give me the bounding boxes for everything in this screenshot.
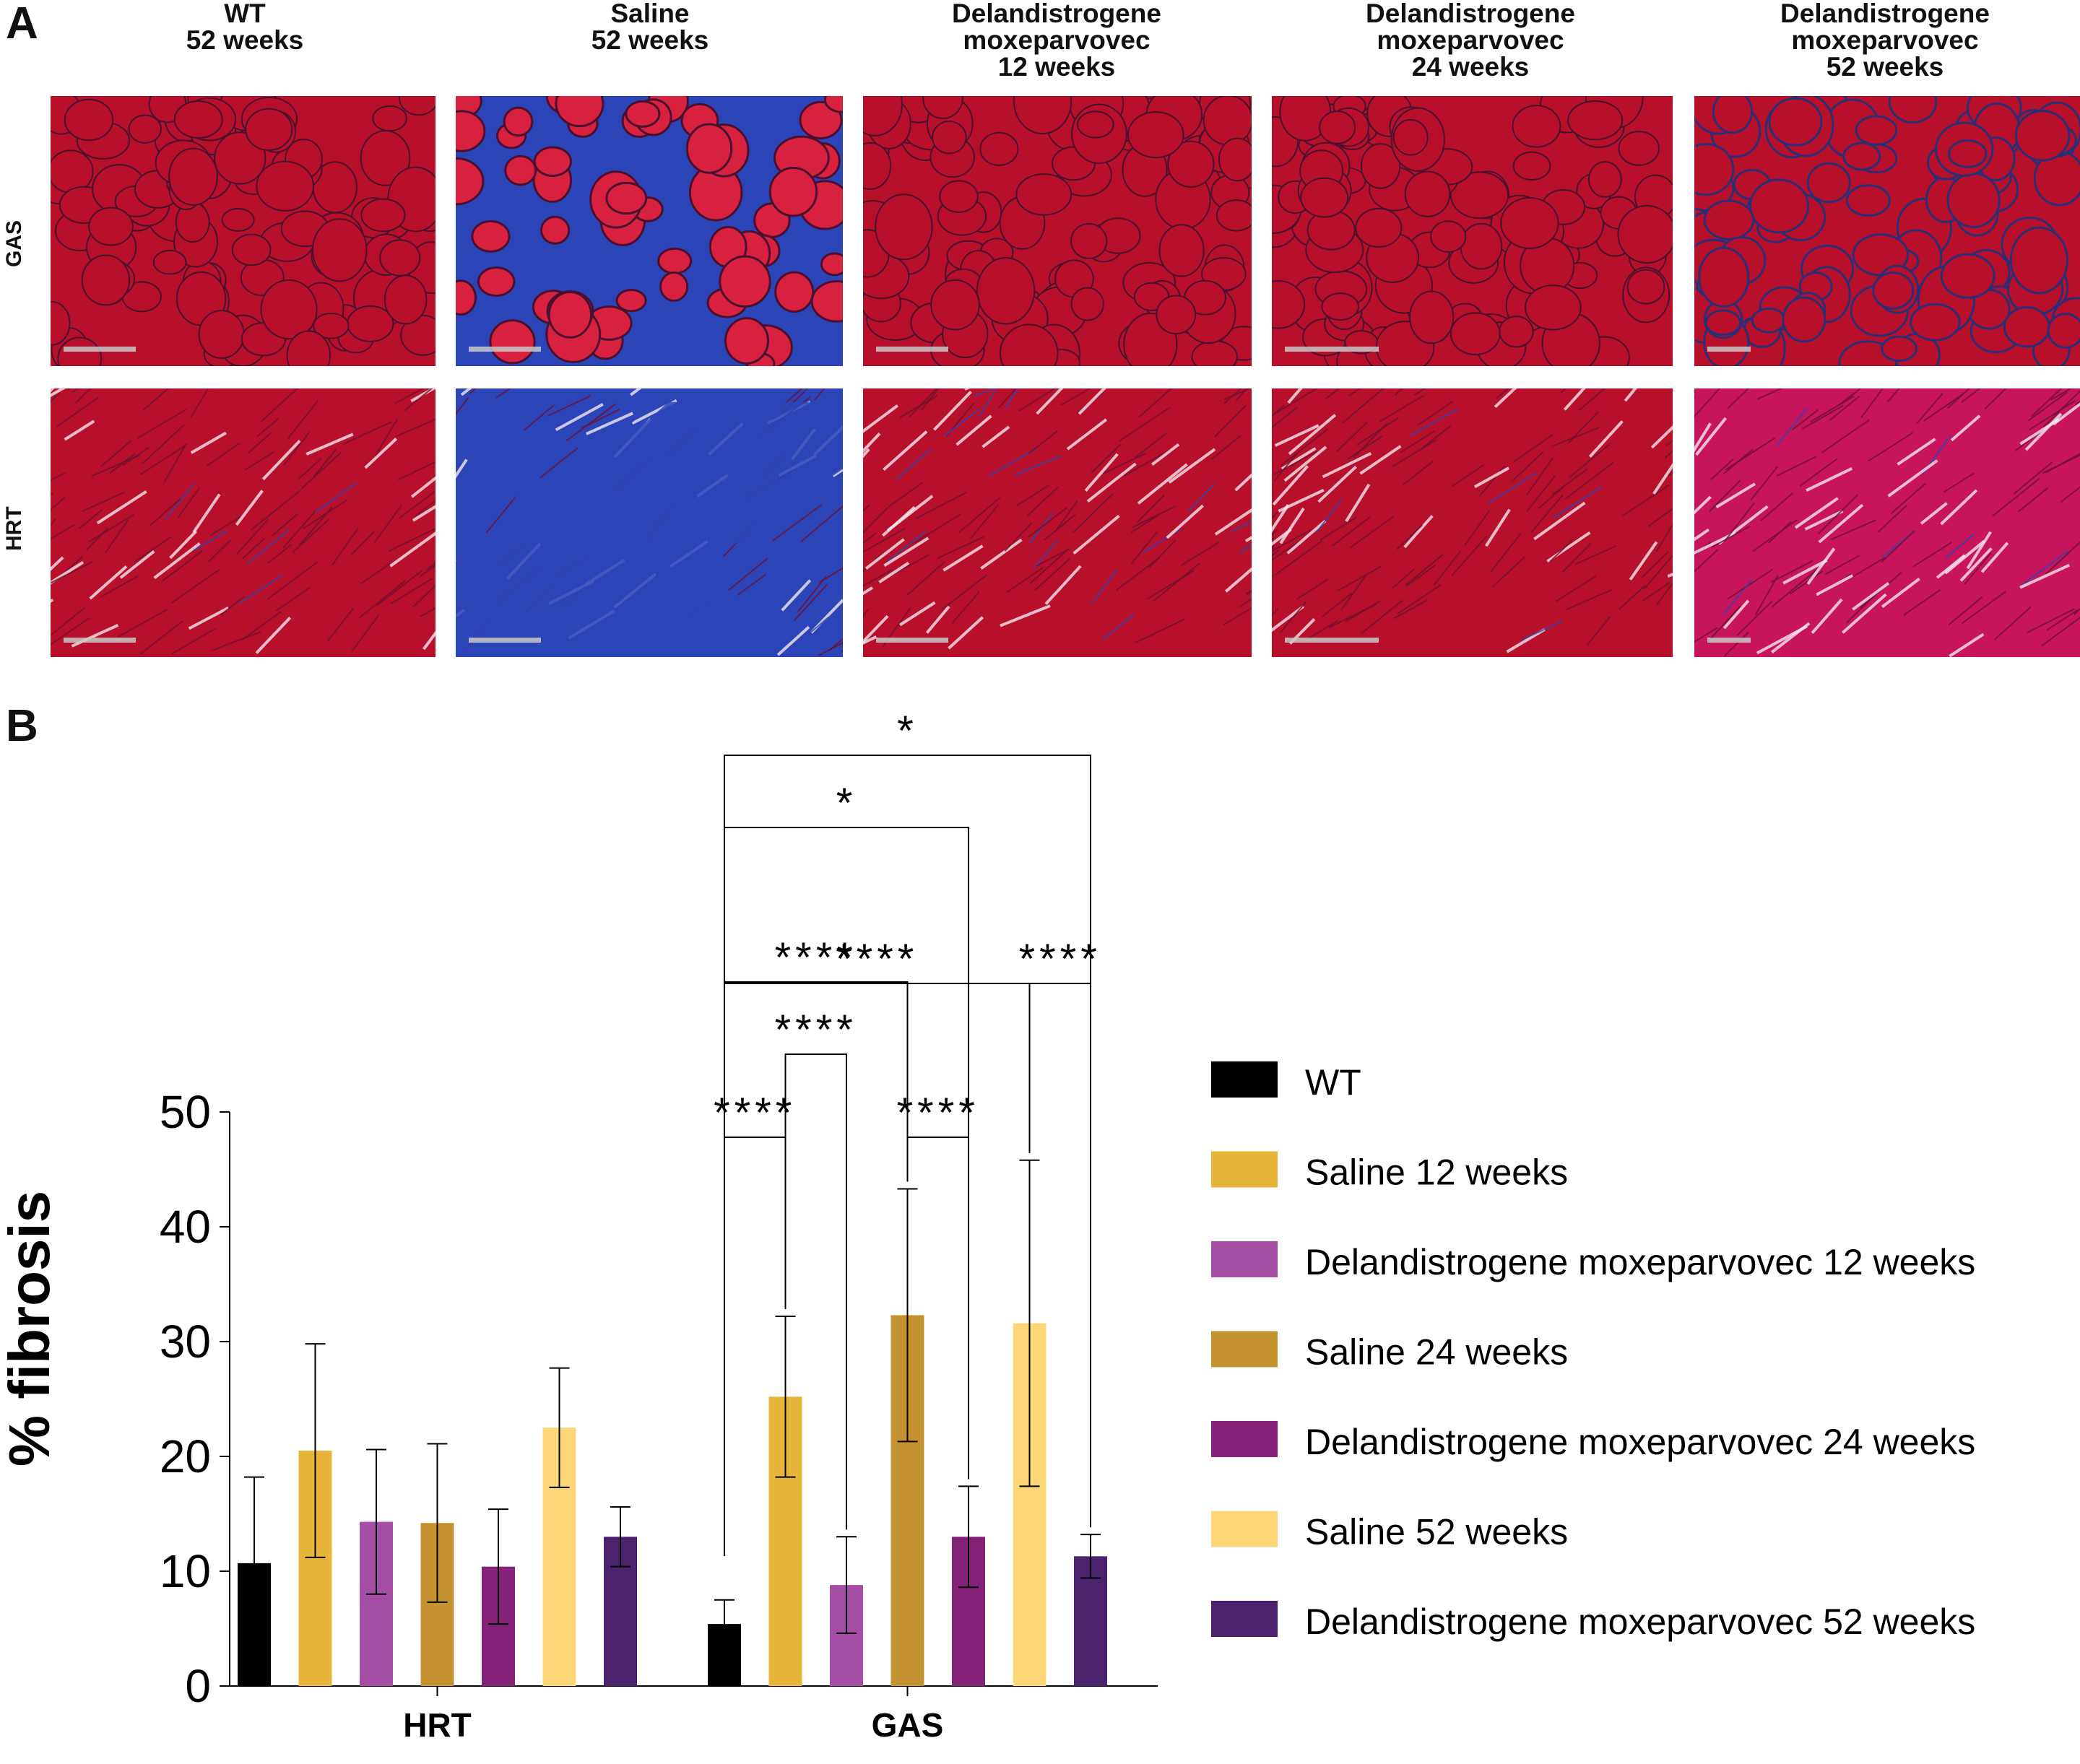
column-header-line2: 52 weeks [591, 25, 709, 55]
significance-stars: **** [775, 1007, 857, 1053]
histology-image-hrt-1 [456, 388, 843, 657]
significance-stars: **** [836, 936, 918, 983]
y-tick-label: 50 [160, 1086, 211, 1138]
significance-stars: **** [714, 1090, 796, 1137]
significance-stars: **** [775, 934, 857, 981]
column-header-line2: moxeparvovec [1377, 25, 1564, 55]
histology-image-gas-2 [863, 96, 1252, 366]
x-tick-label: HRT [403, 1706, 472, 1744]
column-header-delandistrogene-24: Delandistrogene moxeparvovec 24 weeks [1268, 0, 1673, 80]
scale-bar [469, 347, 541, 352]
legend-swatch [1211, 1421, 1278, 1457]
histology-image-gas-4 [1694, 96, 2080, 366]
column-header-line2: moxeparvovec [963, 25, 1150, 55]
histology-image-gas-3 [1272, 96, 1673, 366]
legend-swatch [1211, 1241, 1278, 1277]
y-tick-label: 40 [160, 1201, 211, 1253]
y-axis-label: % fibrosis [0, 1191, 61, 1467]
histology-image-hrt-3 [1272, 388, 1673, 657]
histology-image-hrt-4 [1694, 388, 2080, 657]
histology-image-gas-0 [51, 96, 436, 366]
scale-bar [876, 347, 948, 352]
column-header-line1: Delandistrogene [1780, 0, 1990, 28]
panel-a-letter: A [6, 0, 38, 48]
legend-label: Delandistrogene moxeparvovec 52 weeks [1305, 1602, 1975, 1642]
legend-label: Delandistrogene moxeparvovec 12 weeks [1305, 1242, 1975, 1282]
significance-stars: * [836, 780, 857, 827]
significance-bracket [724, 981, 909, 1556]
column-header-line1: Delandistrogene [1366, 0, 1575, 28]
column-header-line3: 52 weeks [1826, 52, 1944, 82]
legend-swatch [1211, 1511, 1278, 1547]
column-header-saline: Saline 52 weeks [448, 0, 852, 53]
scale-bar [64, 638, 136, 643]
significance-bracket [784, 1053, 847, 1530]
column-header-delandistrogene-52: Delandistrogene moxeparvovec 52 weeks [1683, 0, 2080, 80]
legend-label: WT [1305, 1062, 1361, 1103]
legend-label: Saline 12 weeks [1305, 1152, 1568, 1193]
column-header-line1: WT [224, 0, 266, 28]
scale-bar [876, 638, 948, 643]
column-header-delandistrogene-12: Delandistrogene moxeparvovec 12 weeks [854, 0, 1259, 80]
scale-bar [469, 638, 541, 643]
column-header-line1: Saline [610, 0, 690, 28]
histology-image-gas-1 [456, 96, 843, 366]
y-tick-label: 20 [160, 1430, 211, 1482]
legend-label: Saline 52 weeks [1305, 1512, 1568, 1552]
column-header-line1: Delandistrogene [952, 0, 1161, 28]
column-header-line3: 12 weeks [997, 52, 1116, 82]
panel-b-letter: B [6, 701, 38, 751]
legend-swatch [1211, 1151, 1278, 1188]
scale-bar [1285, 638, 1379, 643]
legend-swatch [1211, 1601, 1278, 1637]
histology-image-hrt-2 [863, 388, 1252, 657]
scale-bar [64, 347, 136, 352]
histology-image-hrt-0 [51, 388, 436, 657]
legend-label: Saline 24 weeks [1305, 1332, 1568, 1373]
legend-swatch [1211, 1061, 1278, 1098]
significance-stars: * [897, 708, 918, 755]
column-header-line3: 24 weeks [1411, 52, 1530, 82]
column-header-wt: WT 52 weeks [43, 0, 447, 53]
significance-bracket [724, 755, 1091, 1556]
y-tick-label: 30 [160, 1316, 211, 1368]
significance-stars: **** [897, 1090, 979, 1137]
column-header-line2: moxeparvovec [1791, 25, 1979, 55]
y-tick-label: 0 [185, 1660, 211, 1712]
significance-stars: **** [1019, 936, 1101, 983]
legend-swatch [1211, 1331, 1278, 1368]
x-tick-label: GAS [872, 1706, 944, 1744]
scale-bar [1707, 638, 1751, 643]
scale-bar [1285, 347, 1379, 352]
legend-label: Delandistrogene moxeparvovec 24 weeks [1305, 1422, 1975, 1462]
column-header-line2: 52 weeks [186, 25, 304, 55]
scale-bar [1707, 347, 1751, 352]
y-tick-label: 10 [160, 1545, 211, 1597]
